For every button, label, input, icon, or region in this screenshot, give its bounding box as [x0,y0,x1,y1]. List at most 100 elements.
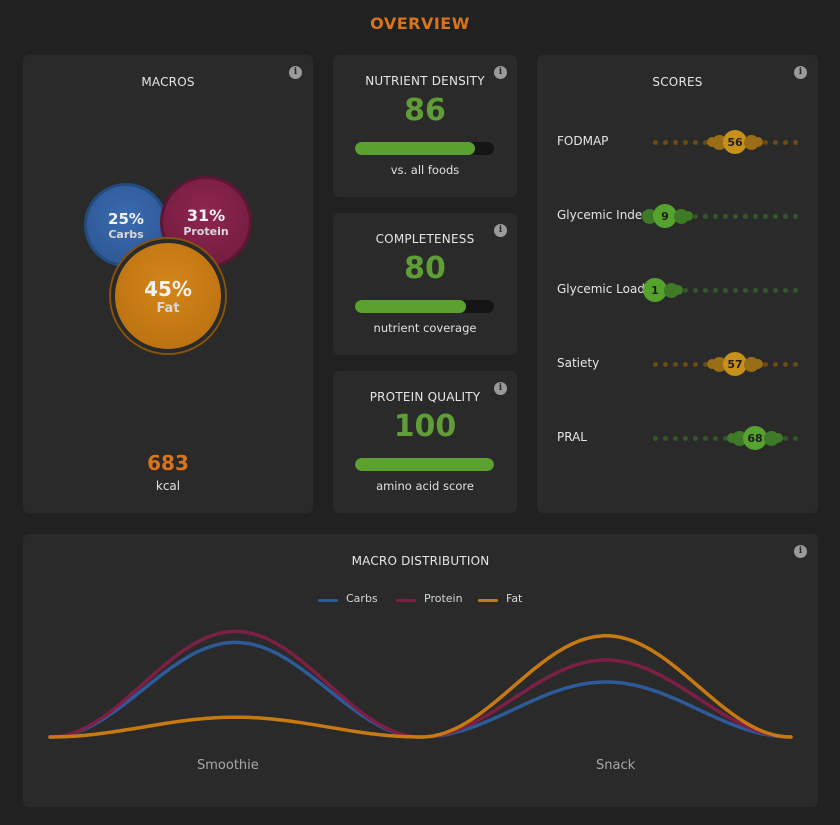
score-dot [673,285,683,295]
kcal-value: 683 [147,451,189,475]
score-dot [782,287,788,293]
info-icon[interactable]: i [289,66,302,79]
score-dot [762,213,768,219]
macros-card: MACROS i 25% Carbs 31% Protein 45% Fat 6… [23,55,313,513]
score-dot [722,213,728,219]
nutrient-density-bar-fill [355,142,475,155]
score-dot [692,361,698,367]
protein-quality-bar-fill [355,458,494,471]
completeness-caption: nutrient coverage [373,321,477,335]
completeness-bar-fill [355,300,467,313]
score-dot [683,211,693,221]
score-dot [792,139,798,145]
fat-label: Fat [156,300,180,316]
info-icon[interactable]: i [794,66,807,79]
fat-percent: 45% [144,276,192,301]
score-dot [692,213,698,219]
legend-protein[interactable]: Protein [424,592,463,605]
score-label: PRAL [557,430,587,444]
nutrient-density-card: NUTRIENT DENSITY i 86 vs. all foods [333,55,517,197]
score-dot [692,435,698,441]
fat-bubble[interactable]: 45% Fat [111,239,225,353]
score-value-dot[interactable]: 57 [723,352,747,376]
series-line-protein[interactable] [48,629,793,739]
score-row: PRAL 68 [537,425,818,451]
score-dot [712,435,718,441]
score-dot [772,213,778,219]
legend-carbs[interactable]: Carbs [346,592,378,605]
score-row: Glycemic Index 9 [537,203,818,229]
score-dot [792,361,798,367]
kcal-unit: kcal [155,479,181,493]
score-dot [792,213,798,219]
score-label: Glycemic Load [557,282,645,296]
info-icon[interactable]: i [494,224,507,237]
score-dot [782,139,788,145]
score-dot [762,287,768,293]
legend-swatch-fat [478,599,498,602]
score-value-dot[interactable]: 56 [723,130,747,154]
score-dot [682,139,688,145]
score-dot [762,139,768,145]
score-dot [731,430,747,446]
carbs-label: Carbs [108,227,144,241]
score-label: Satiety [557,356,600,370]
score-dot [662,435,668,441]
protein-percent: 31% [186,206,226,225]
info-icon[interactable]: i [494,382,507,395]
score-dot [682,361,688,367]
carbs-bubble[interactable]: 25% Carbs [84,183,168,267]
completeness-bar [355,300,494,313]
score-dot [742,213,748,219]
score-dot [702,213,708,219]
protein-quality-bar [355,458,494,471]
score-value-dot[interactable]: 68 [743,426,767,450]
score-dot [722,287,728,293]
scores-card: SCORES i FODMAP 56 Glycemic Index 9 Glycemic… [537,55,818,513]
info-icon[interactable]: i [794,545,807,558]
score-value-dot[interactable]: 9 [653,204,677,228]
score-dot [672,139,678,145]
protein-quality-caption: amino acid score [376,479,474,493]
protein-quality-title: PROTEIN QUALITY [369,390,481,404]
page-title: OVERVIEW [370,14,470,33]
score-dot [773,433,783,443]
score-dot [692,139,698,145]
score-dot [652,435,658,441]
info-icon[interactable]: i [494,66,507,79]
macro-distribution-card: MACRO DISTRIBUTION i Carbs Protein Fat S… [23,534,818,807]
score-dot [711,134,727,150]
score-dot [662,361,668,367]
score-dot [702,139,708,145]
score-dot [753,359,763,369]
score-dot [792,435,798,441]
score-row: Glycemic Load 1 [537,277,818,303]
score-dot [752,213,758,219]
macros-title: MACROS [141,75,195,89]
series-line-fat[interactable] [48,634,793,739]
score-dot [753,137,763,147]
score-dot [702,361,708,367]
x-label-smoothie: Smoothie [197,758,259,773]
completeness-value: 80 [404,251,446,286]
score-label: Glycemic Index [557,208,650,222]
score-dot [732,287,738,293]
score-dot [772,361,778,367]
score-dot [702,435,708,441]
nutrient-density-caption: vs. all foods [390,163,460,177]
protein-label: Protein [183,225,229,238]
score-dot [711,356,727,372]
nutrient-density-bar [355,142,494,155]
score-dot [702,287,708,293]
scores-title: SCORES [652,75,703,89]
legend-fat[interactable]: Fat [506,592,523,605]
score-dot [692,287,698,293]
score-dot [782,361,788,367]
score-dot [712,213,718,219]
legend-swatch-protein [396,599,416,602]
score-dot [712,287,718,293]
score-dot [782,213,788,219]
legend-swatch-carbs [318,599,338,602]
score-dot [772,139,778,145]
score-value-dot[interactable]: 1 [643,278,667,302]
